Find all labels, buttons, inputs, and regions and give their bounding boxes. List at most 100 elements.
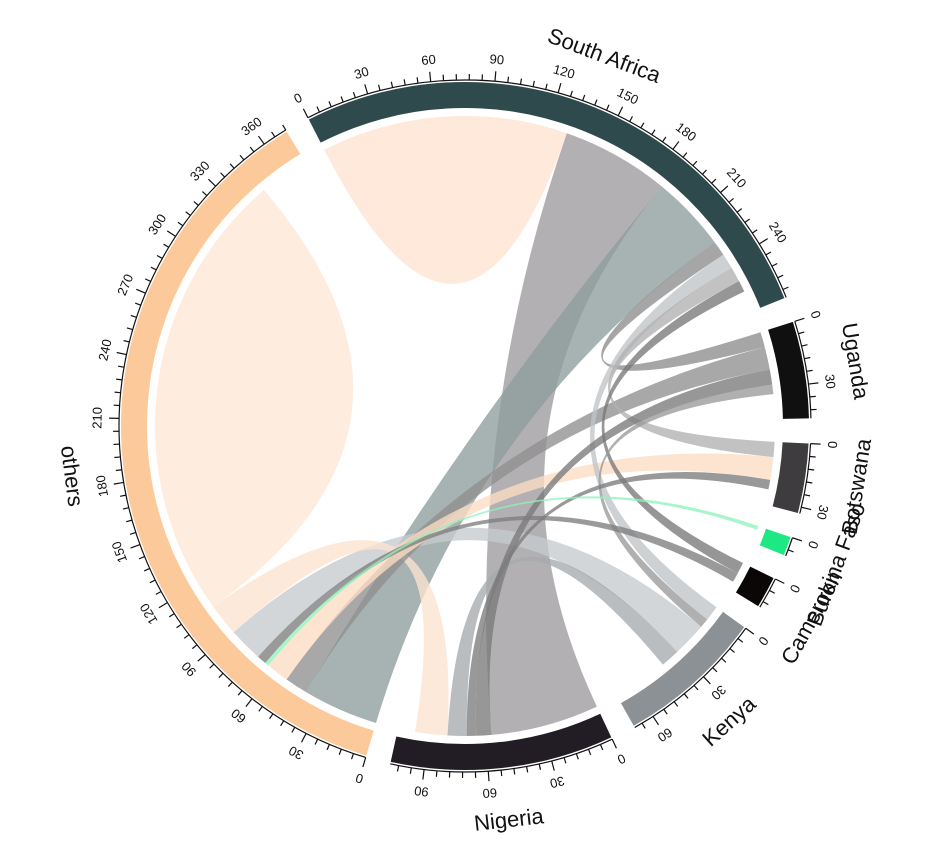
minor-tick [651, 129, 656, 136]
major-tick [672, 141, 680, 150]
sector-uganda [768, 321, 809, 419]
minor-tick [629, 116, 633, 122]
minor-tick [803, 494, 811, 497]
sector-label-kenya: Kenya [697, 691, 761, 752]
minor-tick [328, 101, 332, 108]
minor-tick [220, 172, 226, 178]
tick-label: 60 [228, 706, 249, 727]
minor-tick [806, 481, 813, 484]
minor-tick [122, 507, 129, 510]
minor-tick [663, 708, 668, 715]
axis-botswana [799, 443, 812, 514]
major-tick [720, 185, 729, 194]
sector-botswana [772, 442, 809, 513]
link-ng-ot [213, 540, 449, 736]
minor-tick [155, 590, 162, 595]
tick-label: 0 [825, 441, 840, 449]
minor-tick [808, 468, 815, 471]
minor-tick [569, 90, 573, 97]
tick-label: 360 [238, 114, 264, 139]
tick-label: 240 [95, 338, 114, 362]
tick-label: 90 [178, 659, 199, 680]
minor-tick [532, 80, 535, 87]
minor-tick [744, 218, 751, 224]
tick-label: 120 [137, 601, 161, 627]
tick-label: 0 [615, 751, 628, 768]
major-tick [617, 106, 624, 117]
minor-tick [782, 286, 789, 291]
minor-tick [507, 76, 510, 83]
minor-tick [249, 146, 255, 153]
minor-tick [258, 706, 263, 712]
minor-tick [787, 549, 794, 553]
sector-label-nigeria: Nigeria [473, 803, 546, 836]
minor-tick [314, 738, 319, 745]
tick-label: 60 [421, 52, 437, 68]
sector-south-africa [308, 82, 785, 308]
tick-label: 30 [814, 504, 832, 522]
minor-tick [594, 99, 598, 106]
minor-tick [390, 81, 394, 88]
major-tick [808, 382, 819, 385]
axis-kenya [634, 627, 747, 729]
major-tick [116, 351, 127, 356]
minor-tick [115, 469, 122, 472]
chord-links [155, 116, 775, 736]
link-bf-ot [265, 496, 759, 666]
axis-nigeria [390, 738, 613, 773]
minor-tick [193, 201, 199, 206]
minor-tick [185, 211, 191, 216]
major-tick [557, 82, 562, 93]
major-tick [166, 230, 176, 237]
minor-tick [144, 278, 151, 282]
sector-label-others: others [56, 444, 89, 508]
minor-tick [114, 391, 121, 394]
minor-tick [762, 601, 769, 606]
minor-tick [116, 378, 123, 381]
major-tick [810, 443, 821, 445]
minor-tick [138, 556, 145, 560]
axis-south-africa [307, 79, 787, 298]
link-ug-ke [598, 384, 774, 627]
minor-tick [269, 713, 274, 720]
minor-tick [513, 768, 516, 775]
minor-tick [545, 83, 548, 90]
minor-tick [340, 96, 344, 103]
link-ke-ot [233, 527, 702, 657]
minor-tick [123, 339, 130, 343]
tick-label: 0 [805, 539, 822, 551]
minor-tick [129, 531, 136, 535]
major-tick [758, 238, 769, 245]
minor-tick [229, 163, 235, 169]
sector-tracks [121, 82, 809, 771]
tick-label: 150 [109, 539, 131, 565]
minor-tick [227, 681, 233, 687]
minor-tick [777, 274, 784, 279]
minor-tick [563, 757, 567, 764]
minor-tick [352, 91, 356, 99]
tick-label: 30 [286, 743, 306, 763]
minor-tick [769, 589, 776, 594]
tick-label: 0 [787, 582, 804, 595]
minor-tick [176, 623, 182, 629]
minor-tick [168, 613, 175, 618]
major-tick [611, 738, 617, 749]
tick-label: 90 [489, 51, 505, 67]
minor-tick [737, 638, 744, 643]
minor-tick [118, 365, 125, 368]
minor-tick [316, 106, 321, 113]
link-ke-ng [447, 556, 678, 736]
minor-tick [683, 693, 689, 699]
tick-label: 0 [291, 90, 304, 107]
tick-label: 0 [755, 634, 771, 649]
minor-tick [712, 667, 718, 673]
minor-tick [114, 456, 121, 459]
minor-tick [729, 648, 735, 653]
major-tick [136, 288, 146, 294]
minor-tick [377, 84, 381, 91]
minor-tick [682, 152, 688, 158]
major-tick [652, 716, 659, 726]
minor-tick [692, 160, 698, 167]
tick-label: 240 [766, 219, 790, 245]
